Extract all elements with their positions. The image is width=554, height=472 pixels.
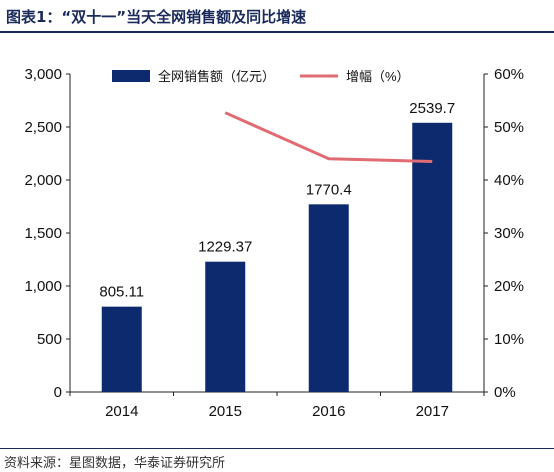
chart-title: 图表1：“双十一”当天全网销售额及同比增速: [6, 8, 307, 26]
source-note: 资料来源：星图数据，华泰证券研究所: [4, 456, 226, 471]
legend-label-growth: 增幅（%）: [346, 69, 410, 84]
y-left-tick-label: 2,500: [24, 119, 62, 136]
chart-footer: 资料来源：星图数据，华泰证券研究所: [0, 448, 554, 472]
footer-divider: [0, 448, 554, 449]
y-right-tick-label: 30%: [494, 225, 524, 242]
y-left-tick-label: 2,000: [24, 172, 62, 189]
bar-2014: [101, 306, 142, 392]
y-right-tick-label: 10%: [494, 331, 524, 348]
bar-value-label: 805.11: [99, 284, 144, 301]
bar-2015: [205, 261, 246, 392]
y-left-tick-label: 1,000: [24, 278, 62, 295]
x-tick-label: 2017: [416, 403, 449, 420]
bar-value-label: 1770.4: [306, 181, 352, 198]
y-left-tick-label: 0: [54, 384, 62, 401]
y-right-tick-label: 20%: [494, 278, 524, 295]
y-left-tick-label: 3,000: [24, 66, 62, 83]
y-right-tick-label: 60%: [494, 66, 524, 83]
growth-line: [224, 111, 433, 163]
legend-label-sales: 全网销售额（亿元）: [158, 69, 275, 84]
y-left-tick-label: 1,500: [24, 225, 62, 242]
title-divider: [0, 31, 554, 33]
x-tick-label: 2015: [209, 403, 242, 420]
bar-value-label: 2539.7: [409, 100, 455, 117]
bar-2017: [412, 122, 453, 392]
bar-value-label: 1229.37: [198, 239, 252, 256]
y-left-tick-label: 500: [37, 331, 62, 348]
x-tick-label: 2014: [105, 403, 138, 420]
y-right-tick-label: 0%: [494, 384, 516, 401]
x-tick-label: 2016: [312, 403, 345, 420]
legend-swatch-sales: [112, 70, 150, 82]
bar-2016: [308, 204, 349, 392]
y-right-tick-label: 40%: [494, 172, 524, 189]
chart-header: 图表1：“双十一”当天全网销售额及同比增速: [0, 0, 554, 33]
y-right-tick-label: 50%: [494, 119, 524, 136]
